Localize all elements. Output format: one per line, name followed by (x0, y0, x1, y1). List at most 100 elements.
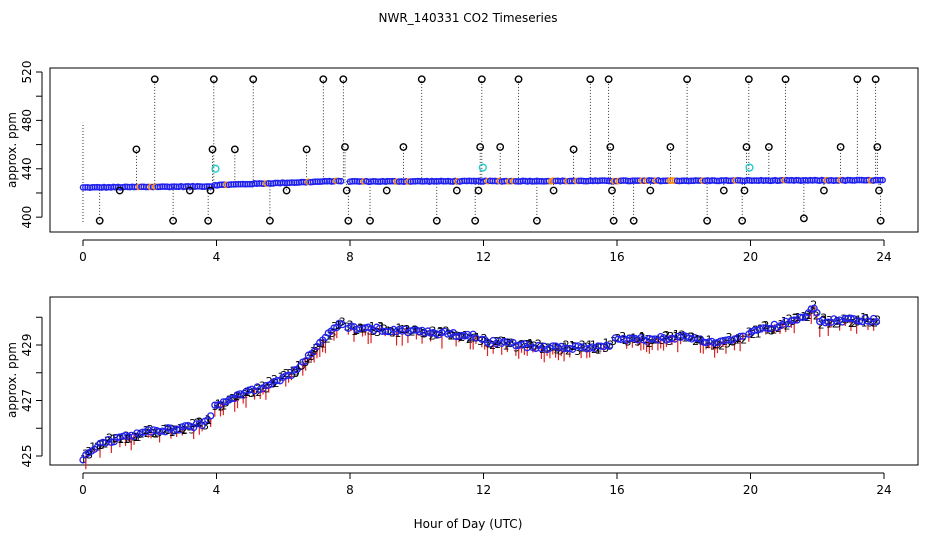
series-3-label: 3 (793, 312, 800, 325)
flag-point (115, 186, 124, 195)
series-1-label: 1 (527, 337, 534, 350)
series-3-label: 3 (545, 342, 552, 355)
series-circle (172, 425, 181, 434)
x-tick-label: 8 (346, 483, 354, 497)
flag-point (514, 75, 523, 84)
series-2-label: 2 (850, 317, 857, 330)
series-3-label: 3 (370, 325, 377, 338)
series-1-label: 1 (595, 344, 602, 357)
series-3-label: 3 (678, 329, 685, 342)
series-2-label: 2 (361, 322, 368, 335)
series-1-label: 1 (734, 333, 741, 346)
series-2-label: 2 (143, 424, 150, 437)
series-1-label: 1 (681, 332, 688, 345)
y-tick-label: 520 (20, 61, 34, 84)
flag-point (781, 75, 790, 84)
highlight-point (478, 163, 487, 172)
series-2-label: 2 (131, 431, 138, 444)
series-2-label: 2 (244, 386, 251, 399)
flag-point (342, 186, 351, 195)
baseline-point (335, 177, 342, 185)
top-y-axis: 400 440 480 520 (20, 61, 43, 229)
flag-point (319, 75, 328, 84)
series-3-label: 3 (768, 324, 775, 337)
bottom-y-axis-label: approx. ppm (5, 342, 19, 418)
series-2-label: 2 (695, 333, 702, 346)
series-1-label: 1 (152, 428, 159, 441)
x-axis-label: Hour of Day (UTC) (414, 517, 523, 531)
series-3-label: 3 (508, 336, 515, 349)
series-1-label: 1 (721, 335, 728, 348)
series-1-label: 1 (169, 426, 176, 439)
series-1-label: 1 (94, 441, 101, 454)
flag-point (742, 143, 751, 151)
series-2-label: 2 (437, 326, 444, 339)
x-tick-label: 24 (876, 250, 891, 264)
series-3-label: 3 (687, 331, 694, 344)
y-tick-label: 480 (20, 109, 34, 132)
x-tick-label: 0 (79, 483, 87, 497)
series-3-label: 3 (826, 314, 833, 327)
series-3-label: 3 (104, 435, 111, 448)
x-tick-label: 8 (346, 250, 354, 264)
flag-point (800, 214, 808, 223)
flag-point (666, 143, 675, 151)
y-tick-label: 400 (20, 206, 34, 229)
series-circle (605, 342, 614, 350)
series-circle (338, 320, 347, 329)
series-2-label: 2 (101, 438, 108, 451)
flag-point (474, 186, 483, 195)
series-3-label: 3 (374, 326, 381, 339)
flag-point (476, 143, 485, 151)
series-1-label: 1 (205, 414, 212, 427)
x-tick-label: 12 (476, 250, 491, 264)
series-3-label: 3 (302, 356, 309, 369)
series-circle (207, 412, 215, 420)
series-2-label: 2 (181, 424, 188, 437)
series-1-label: 1 (204, 413, 211, 426)
series-circle (765, 324, 773, 333)
series-2-label: 2 (871, 316, 878, 329)
series-2-label: 2 (846, 313, 853, 326)
series-3-label: 3 (389, 327, 396, 340)
series-1-label: 1 (123, 433, 130, 446)
flag-point (206, 186, 215, 195)
series-2-label: 2 (144, 427, 151, 440)
series-1-label: 1 (474, 331, 481, 344)
series-2-label: 2 (106, 432, 113, 445)
flag-point (249, 75, 258, 84)
series-circle (290, 366, 298, 374)
series-3-label: 3 (453, 330, 460, 343)
baseline-point (337, 177, 345, 185)
series-1-label: 1 (426, 326, 433, 339)
series-3-label: 3 (299, 359, 306, 372)
series-1-label: 1 (517, 338, 524, 351)
series-1-label: 1 (655, 333, 662, 346)
series-circle (872, 318, 881, 326)
baseline-point (877, 176, 884, 184)
series-2-label: 2 (591, 343, 598, 356)
series-1-label: 1 (525, 338, 532, 351)
series-1-label: 1 (505, 337, 512, 350)
flag-point (169, 216, 178, 225)
baseline-point (205, 183, 213, 190)
series-2-label: 2 (138, 427, 145, 440)
flag-point (471, 216, 480, 225)
flag-point (549, 186, 558, 195)
series-1-label: 1 (860, 311, 867, 324)
flag-point (646, 186, 655, 195)
series-1-label: 1 (698, 334, 705, 347)
flag-point (417, 75, 426, 84)
flag-point (871, 75, 880, 84)
series-2-label: 2 (281, 369, 288, 382)
x-tick-label: 20 (743, 250, 758, 264)
flag-point (230, 145, 239, 154)
top-flag-stems (82, 79, 882, 222)
series-2-label: 2 (770, 323, 777, 336)
flag-point (604, 75, 613, 84)
series-1-label: 1 (396, 322, 403, 335)
series-circle (855, 317, 864, 325)
series-2-label: 2 (535, 338, 542, 351)
series-1-label: 1 (220, 400, 227, 413)
flag-point (586, 75, 595, 84)
